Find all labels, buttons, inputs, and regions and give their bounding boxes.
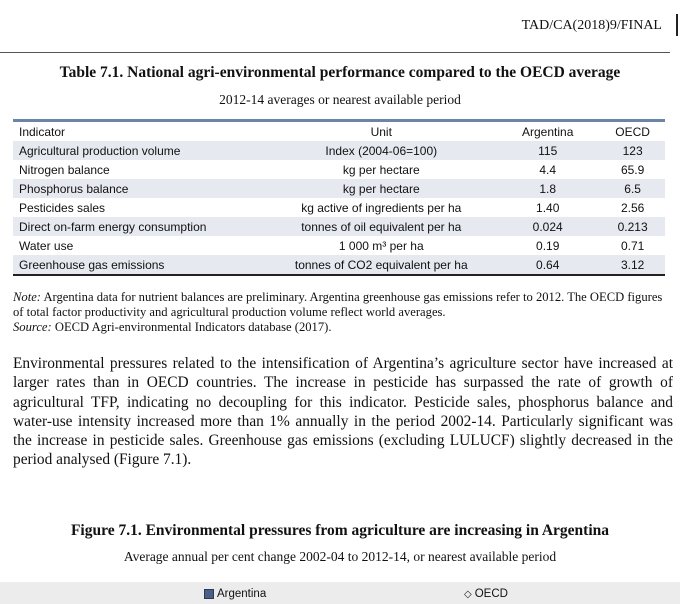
indicator-cell: Pesticides sales	[19, 200, 106, 215]
figure-subtitle: Average annual per cent change 2002-04 t…	[123, 549, 557, 564]
argentina-cell: 0.64	[536, 257, 560, 272]
column-header: Argentina	[522, 124, 574, 139]
indicator-cell: Direct on-farm energy consumption	[19, 219, 207, 234]
indicator-cell: Greenhouse gas emissions	[19, 257, 165, 272]
unit-cell: Index (2004-06=100)	[325, 143, 438, 158]
diamond-marker-icon: ◇	[464, 588, 472, 600]
table-notes: Note: Argentina data for nutrient balanc…	[13, 290, 673, 335]
argentina-cell: 0.024	[532, 219, 563, 234]
note-text: Argentina data for nutrient balances are…	[13, 290, 663, 319]
table-row: Water use 1 000 m³ per ha 0.19 0.71	[13, 236, 665, 255]
unit-cell: kg per hectare	[342, 181, 420, 196]
document-code: TAD/CA(2018)9/FINAL	[521, 18, 662, 33]
figure-title: Figure 7.1. Environmental pressures from…	[70, 522, 610, 539]
oecd-cell: 0.213	[617, 219, 648, 234]
square-marker-icon	[204, 589, 214, 599]
oecd-cell: 3.12	[620, 257, 645, 272]
figure-legend: Argentina ◇ OECD	[0, 582, 680, 604]
unit-cell: kg active of ingredients per ha	[301, 200, 462, 215]
source-text: OECD Agri-environmental Indicators datab…	[51, 320, 332, 334]
legend-item-argentina: Argentina	[204, 588, 266, 600]
table-header-row: Indicator Unit Argentina OECD	[13, 121, 665, 142]
performance-table: Indicator Unit Argentina OECD Agricultur…	[13, 119, 665, 276]
header-divider	[0, 52, 670, 53]
body-paragraph: Environmental pressures related to the i…	[13, 355, 673, 469]
indicator-cell: Nitrogen balance	[19, 162, 110, 177]
oecd-cell: 2.56	[620, 200, 645, 215]
unit-cell: tonnes of CO2 equivalent per ha	[294, 257, 468, 272]
oecd-cell: 123	[622, 143, 643, 158]
unit-cell: 1 000 m³ per ha	[338, 238, 424, 253]
column-header: Indicator	[19, 124, 66, 139]
table-row: Agricultural production volume Index (200…	[13, 141, 665, 160]
table-row: Pesticides sales kg active of ingredients…	[13, 198, 665, 217]
source: Source: OECD Agri-environmental Indicato…	[13, 320, 673, 335]
note-label: Note:	[13, 290, 41, 304]
legend-item-oecd: ◇ OECD	[464, 588, 508, 600]
legend-label: Argentina	[217, 588, 267, 600]
oecd-cell: 6.5	[624, 181, 641, 196]
table-row: Nitrogen balance kg per hectare 4.4 65.9	[13, 160, 665, 179]
oecd-cell: 65.9	[620, 162, 645, 177]
column-header: OECD	[615, 124, 650, 139]
indicator-cell: Water use	[19, 238, 74, 253]
column-header: Unit	[370, 124, 392, 139]
table-row: Direct on-farm energy consumption tonnes …	[13, 217, 665, 236]
legend-label: OECD	[474, 588, 508, 600]
table-row: Greenhouse gas emissions tonnes of CO2 eq…	[13, 255, 665, 275]
argentina-cell: 115	[538, 143, 558, 158]
unit-cell: kg per hectare	[342, 162, 420, 177]
note: Note: Argentina data for nutrient balanc…	[13, 290, 673, 320]
table-row: Phosphorus balance kg per hectare 1.8 6.5	[13, 179, 665, 198]
argentina-cell: 1.40	[536, 200, 560, 215]
unit-cell: tonnes of oil equivalent per ha	[301, 219, 462, 234]
table-title: Table 7.1. National agri-environmental p…	[59, 64, 621, 81]
argentina-cell: 4.4	[539, 162, 557, 177]
table-subtitle: 2012-14 averages or nearest available pe…	[219, 92, 461, 107]
argentina-cell: 1.8	[539, 181, 557, 196]
source-label: Source:	[13, 320, 52, 334]
oecd-cell: 0.71	[620, 238, 645, 253]
indicator-cell: Agricultural production volume	[19, 143, 181, 158]
header-bar	[676, 14, 678, 36]
indicator-cell: Phosphorus balance	[19, 181, 129, 196]
argentina-cell: 0.19	[536, 238, 560, 253]
